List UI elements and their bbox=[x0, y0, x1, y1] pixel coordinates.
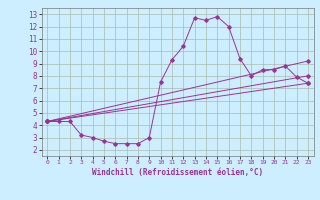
X-axis label: Windchill (Refroidissement éolien,°C): Windchill (Refroidissement éolien,°C) bbox=[92, 168, 263, 177]
